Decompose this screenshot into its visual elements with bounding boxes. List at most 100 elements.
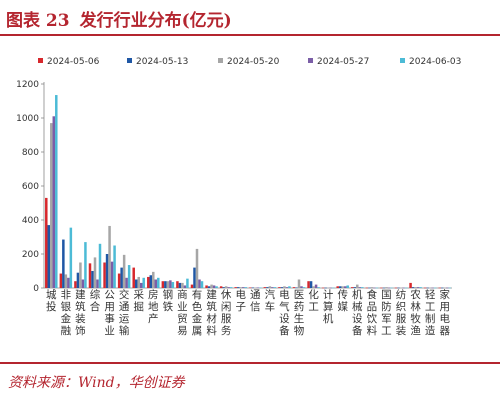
bar-24-3: [385, 287, 388, 288]
bar-11-4: [198, 279, 201, 288]
bar-2-5: [69, 227, 73, 288]
bar-12-2: [207, 286, 211, 288]
category-label: 医药生物: [294, 289, 305, 337]
bar-26-2: [411, 287, 415, 288]
bar-22-4: [358, 287, 362, 288]
bar-9-2: [164, 281, 167, 288]
bar-13-2: [222, 287, 225, 288]
bar-2-4: [67, 277, 70, 288]
bar-5-4: [110, 261, 114, 288]
bar-27-1: [423, 287, 427, 289]
legend-swatch-5: [400, 58, 405, 63]
bar-26-5: [419, 287, 422, 288]
bar-9-1: [161, 281, 165, 288]
bar-17-2: [280, 287, 284, 288]
bar-22-3: [356, 284, 359, 288]
legend-swatch-4: [308, 58, 313, 63]
legend-swatch-2: [127, 58, 132, 63]
bar-8-2: [149, 275, 153, 288]
bar-12-1: [205, 285, 208, 288]
bar-18-4: [300, 286, 303, 288]
bar-25-2: [397, 287, 400, 289]
bar-28-5: [448, 287, 451, 289]
bar-22-1: [351, 287, 354, 288]
bar-19-2: [309, 281, 313, 288]
bar-18-5: [302, 287, 306, 288]
category-label: 城投: [46, 289, 57, 313]
legend-label-1: 2024-05-06: [47, 57, 100, 67]
bar-15-1: [249, 287, 252, 289]
legend-label-2: 2024-05-13: [136, 57, 188, 67]
bar-21-5: [346, 285, 349, 288]
y-tick-label: 800: [22, 148, 39, 158]
bar-17-3: [283, 286, 286, 288]
bar-26-3: [414, 287, 417, 288]
category-label: 房地产: [148, 288, 159, 325]
bar-12-5: [215, 286, 218, 288]
bar-13-5: [229, 287, 233, 288]
bar-6-3: [122, 254, 126, 288]
bar-12-3: [210, 284, 213, 288]
bar-22-2: [353, 287, 357, 288]
bar-11-1: [190, 284, 194, 288]
bar-23-2: [368, 287, 371, 289]
bar-22-5: [361, 287, 364, 288]
bar-5-3: [108, 225, 111, 288]
bar-19-5: [317, 287, 320, 288]
top-rule: [0, 34, 500, 36]
bar-28-3: [443, 287, 446, 289]
category-label: 食品饮料: [367, 288, 378, 337]
bar-14-4: [241, 287, 245, 288]
category-label: 建筑材料: [206, 288, 217, 337]
bar-25-3: [399, 287, 403, 289]
legend-swatch-3: [218, 58, 223, 63]
bar-3-2: [76, 272, 80, 288]
figure-number: 图表 23: [6, 11, 70, 31]
bar-4-3: [93, 257, 97, 288]
bar-4-2: [91, 271, 94, 288]
bar-28-4: [445, 287, 449, 289]
bar-6-1: [117, 273, 121, 288]
bar-3-5: [84, 242, 87, 288]
bar-4-1: [88, 263, 92, 288]
y-tick-label: 400: [22, 216, 39, 226]
bar-14-2: [236, 287, 240, 288]
bar-28-2: [440, 287, 444, 289]
legend-label-4: 2024-05-27: [317, 57, 369, 67]
bar-1-5: [55, 95, 58, 288]
bar-16-4: [271, 287, 274, 288]
category-label: 公用事业: [104, 289, 115, 337]
legend-label-3: 2024-05-20: [227, 57, 280, 67]
bar-27-3: [428, 287, 432, 289]
bar-17-4: [285, 287, 289, 288]
bar-8-1: [147, 276, 150, 288]
category-label: 采掘: [133, 289, 144, 313]
figure-title: 图表 23 发行行业分布(亿元): [6, 6, 242, 32]
bar-4-4: [96, 279, 99, 288]
bar-25-5: [404, 287, 408, 289]
bar-8-3: [152, 271, 155, 288]
category-label: 通信: [250, 289, 261, 313]
bar-20-2: [324, 287, 327, 289]
bar-25-1: [394, 287, 398, 289]
bar-21-2: [338, 286, 342, 288]
bar-10-1: [176, 281, 179, 288]
bar-13-4: [227, 287, 230, 288]
bar-chart: 2024-05-06 2024-05-13 2024-05-20 2024-05-27…: [16, 57, 461, 337]
bar-7-2: [134, 279, 138, 288]
bar-2-2: [62, 239, 65, 288]
category-label: 交通运输: [119, 288, 130, 337]
category-label: 计算机: [323, 288, 334, 325]
y-tick-label: 1200: [16, 80, 39, 90]
category-label: 电气设备: [279, 288, 290, 337]
bar-11-2: [193, 267, 196, 288]
bar-15-4: [256, 287, 260, 289]
category-label: 钢铁: [163, 288, 174, 313]
bar-5-2: [105, 254, 109, 288]
bar-9-5: [171, 282, 175, 288]
bar-3-1: [74, 281, 77, 288]
bar-8-5: [157, 277, 160, 288]
bar-21-3: [341, 286, 344, 288]
bar-7-5: [142, 277, 145, 288]
figure-title-text: 发行行业分布(亿元): [79, 11, 232, 31]
